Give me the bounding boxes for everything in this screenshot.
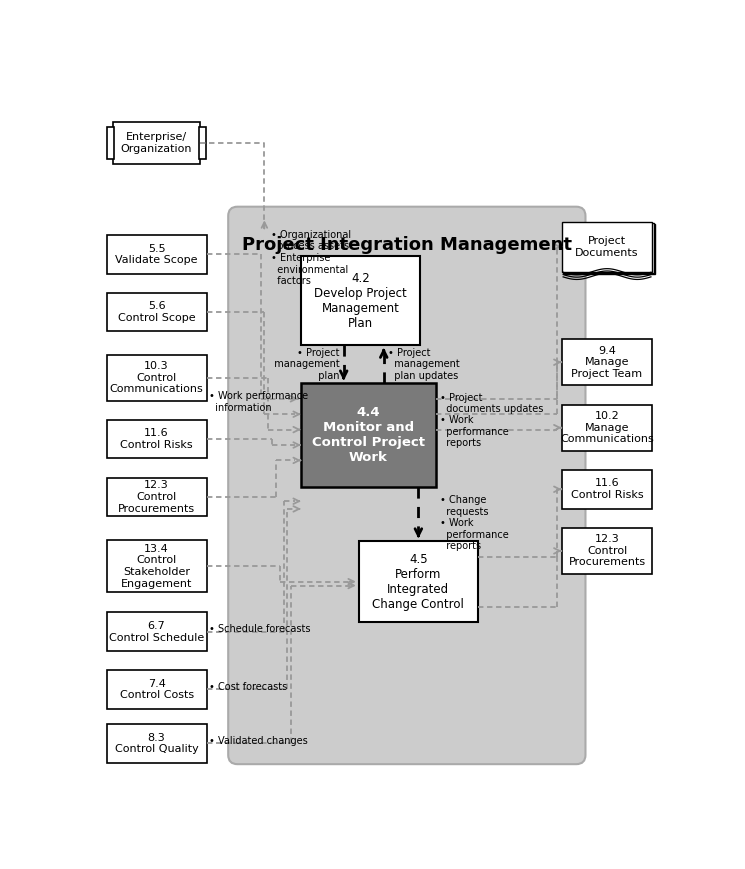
Bar <box>562 405 653 451</box>
Text: 9.4
Manage
Project Team: 9.4 Manage Project Team <box>571 346 643 379</box>
Text: • Project
  management
  plan updates: • Project management plan updates <box>387 348 460 381</box>
Text: • Work performance
  information: • Work performance information <box>209 392 308 413</box>
Text: 11.6
Control Risks: 11.6 Control Risks <box>120 428 193 450</box>
Bar <box>107 235 206 274</box>
Text: 5.6
Control Scope: 5.6 Control Scope <box>118 302 195 323</box>
Text: • Schedule forecasts: • Schedule forecasts <box>209 624 311 634</box>
Bar <box>562 527 653 574</box>
Text: 6.7
Control Schedule: 6.7 Control Schedule <box>109 621 204 642</box>
Text: 11.6
Control Risks: 11.6 Control Risks <box>571 479 644 500</box>
Text: • Validated changes: • Validated changes <box>209 736 308 746</box>
Bar <box>113 122 200 164</box>
Text: 4.2
Develop Project
Management
Plan: 4.2 Develop Project Management Plan <box>314 272 407 329</box>
Bar <box>107 420 206 459</box>
Text: Project Integration Management: Project Integration Management <box>242 236 572 255</box>
Bar <box>358 541 478 622</box>
Text: 5.5
Validate Scope: 5.5 Validate Scope <box>115 243 198 265</box>
Text: 10.2
Manage
Communications: 10.2 Manage Communications <box>560 411 654 444</box>
Text: 13.4
Control
Stakeholder
Engagement: 13.4 Control Stakeholder Engagement <box>121 544 192 588</box>
Text: Enterprise/
Organization: Enterprise/ Organization <box>121 132 192 154</box>
Text: • Change
  requests
• Work
  performance
  reports: • Change requests • Work performance rep… <box>440 495 509 552</box>
Text: 10.3
Control
Communications: 10.3 Control Communications <box>110 361 203 395</box>
Text: 4.5
Perform
Integrated
Change Control: 4.5 Perform Integrated Change Control <box>372 553 464 611</box>
Bar <box>562 222 653 272</box>
Bar <box>562 222 653 273</box>
Bar <box>107 355 206 401</box>
Bar <box>562 470 653 508</box>
Bar <box>564 224 655 274</box>
Text: Project
Documents: Project Documents <box>575 235 638 257</box>
Bar <box>301 256 420 345</box>
Text: 12.3
Control
Procurements: 12.3 Control Procurements <box>118 481 195 514</box>
Text: 12.3
Control
Procurements: 12.3 Control Procurements <box>568 534 646 567</box>
Text: 7.4
Control Costs: 7.4 Control Costs <box>119 679 194 700</box>
Bar <box>107 127 114 158</box>
Bar <box>562 339 653 385</box>
Bar <box>200 127 206 158</box>
Text: • Project
  management
  plan: • Project management plan <box>268 348 340 381</box>
Bar <box>107 293 206 331</box>
Text: • Organizational
  process assets
• Enterprise
  environmental
  factors: • Organizational process assets • Enterp… <box>270 229 351 286</box>
Bar <box>107 613 206 651</box>
Bar <box>107 541 206 593</box>
Bar <box>107 724 206 763</box>
Text: • Cost forecasts: • Cost forecasts <box>209 682 287 692</box>
Text: • Work
  performance
  reports: • Work performance reports <box>440 415 509 448</box>
Bar <box>107 670 206 709</box>
Text: 8.3
Control Quality: 8.3 Control Quality <box>115 733 198 754</box>
FancyBboxPatch shape <box>228 207 586 764</box>
Bar <box>107 478 206 516</box>
Bar <box>301 383 436 488</box>
Text: 4.4
Monitor and
Control Project
Work: 4.4 Monitor and Control Project Work <box>312 407 425 464</box>
Text: • Project
  documents updates: • Project documents updates <box>440 393 544 415</box>
